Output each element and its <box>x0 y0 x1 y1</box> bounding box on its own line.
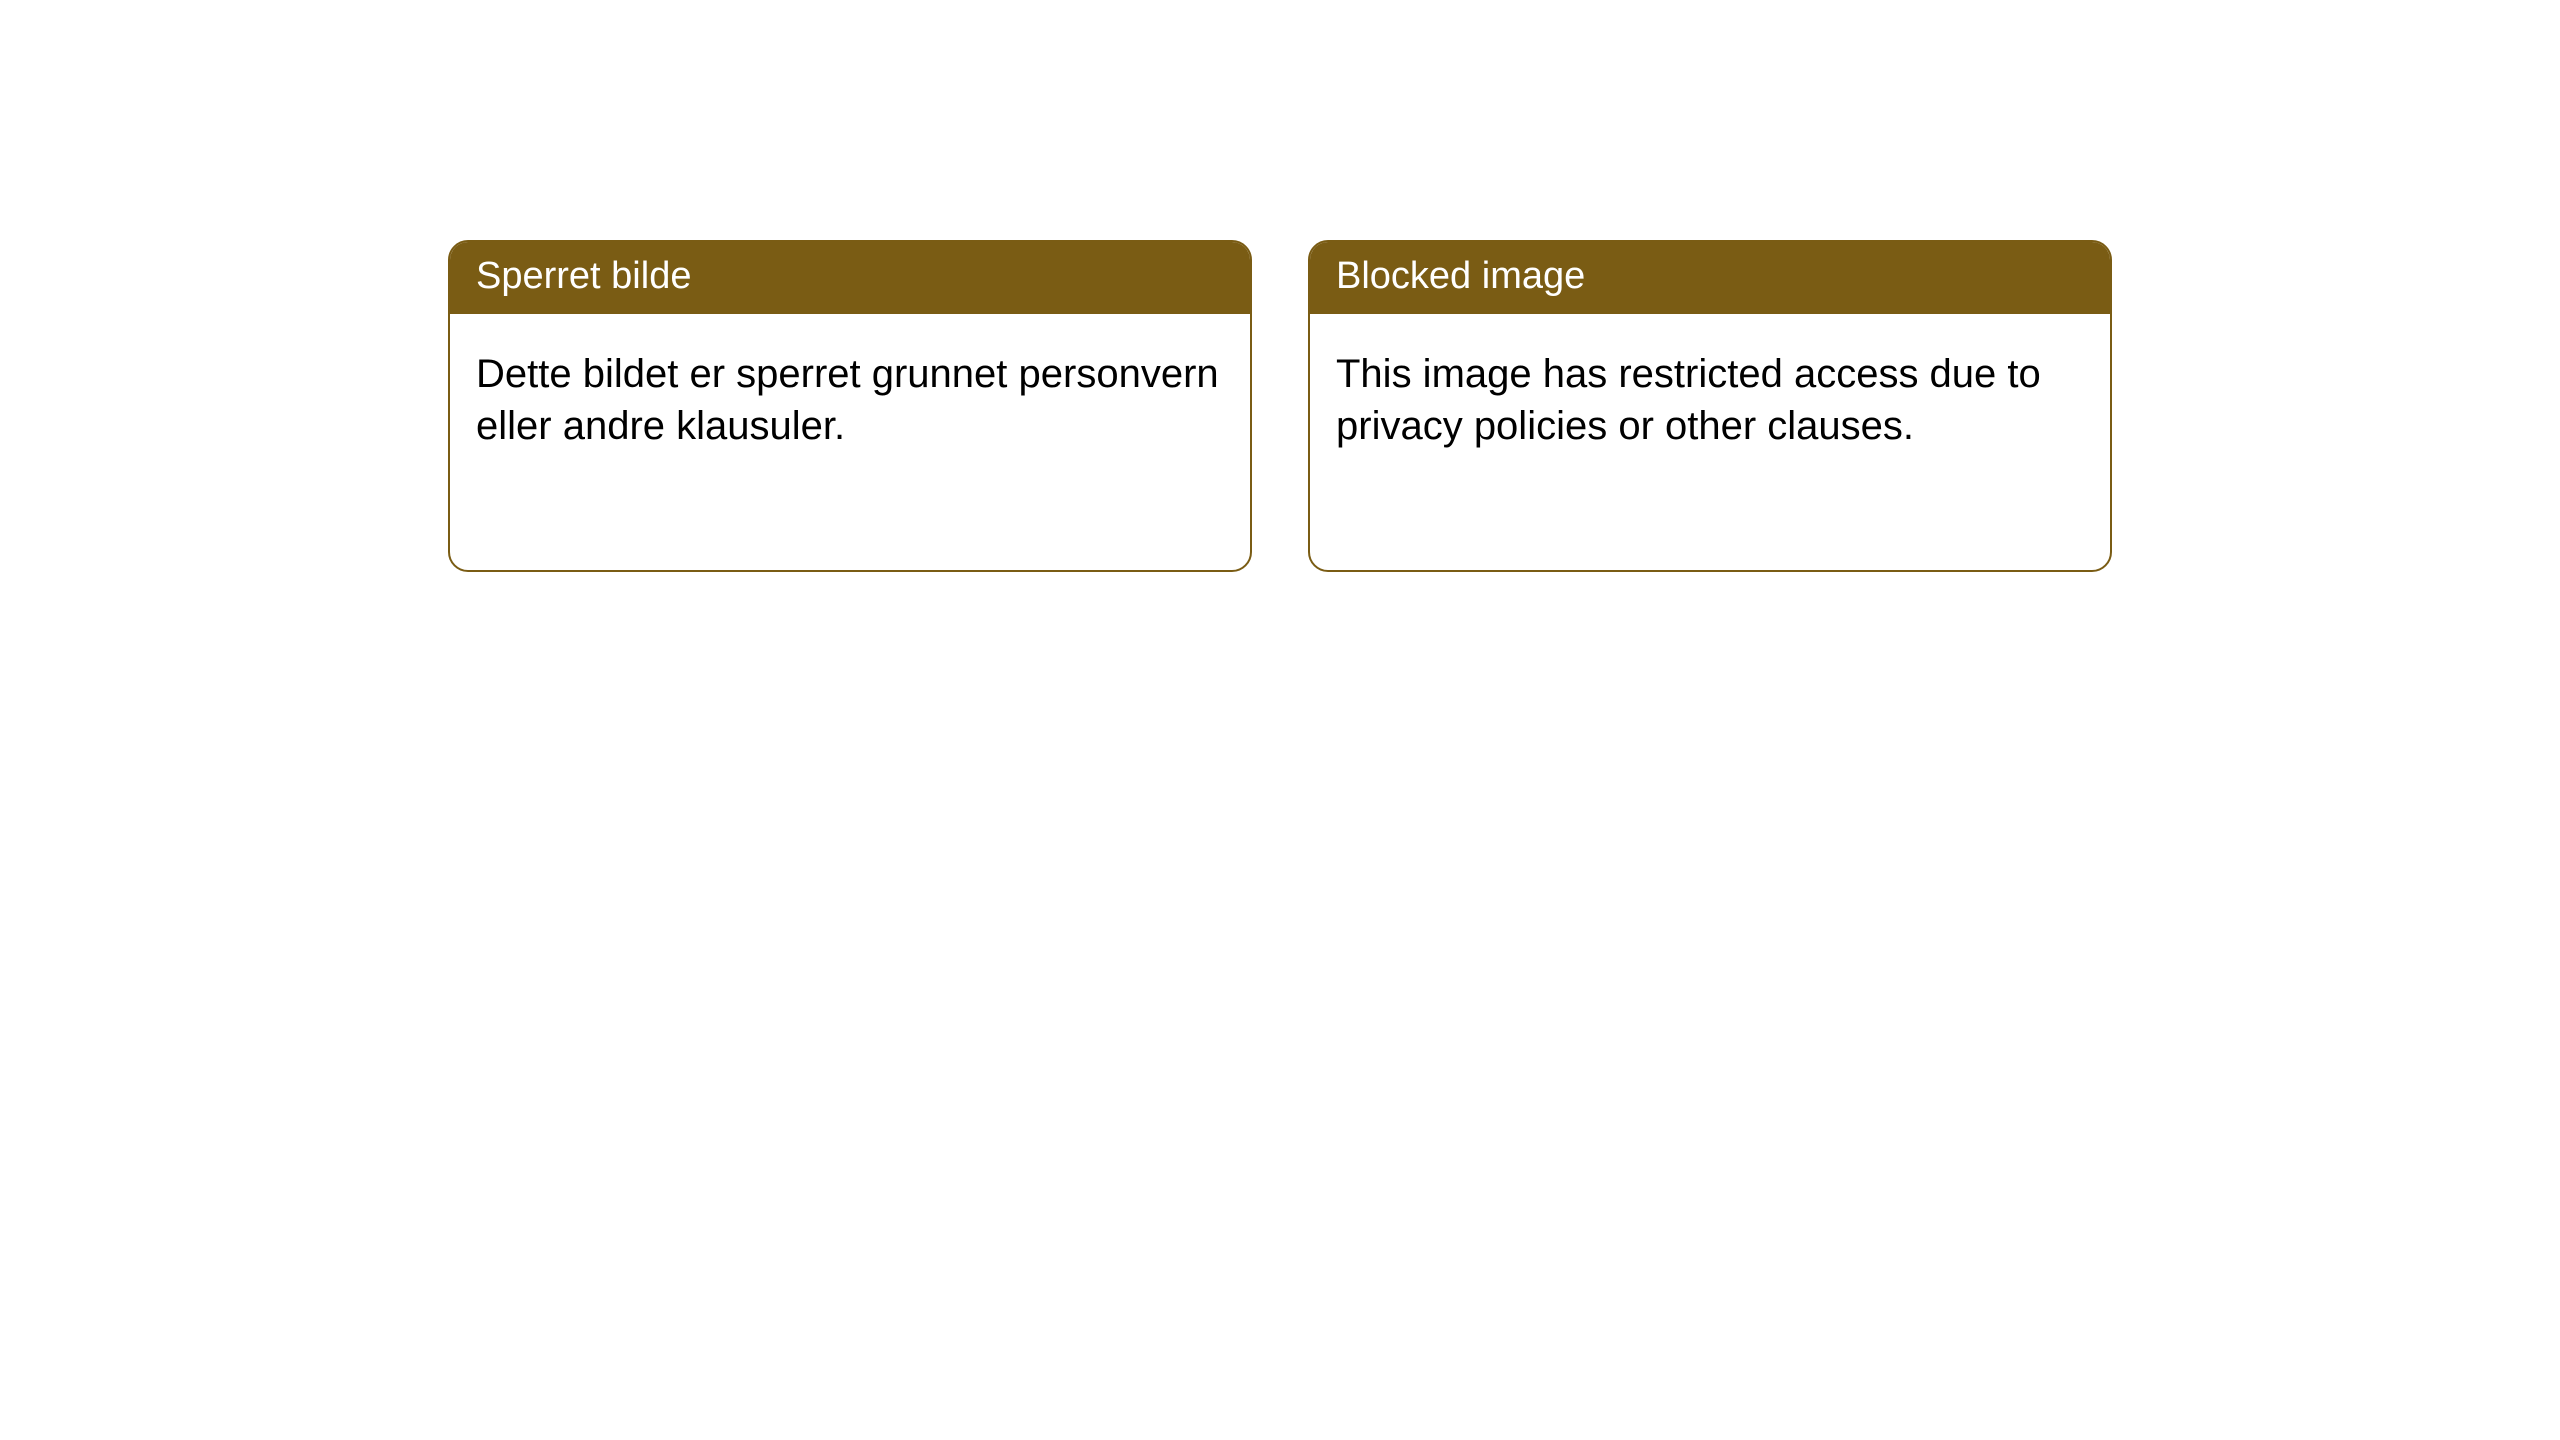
card-body-no: Dette bildet er sperret grunnet personve… <box>450 314 1250 488</box>
notice-cards-container: Sperret bilde Dette bildet er sperret gr… <box>448 240 2112 572</box>
card-title-no: Sperret bilde <box>450 242 1250 314</box>
notice-card-english: Blocked image This image has restricted … <box>1308 240 2112 572</box>
card-body-en: This image has restricted access due to … <box>1310 314 2110 488</box>
notice-card-norwegian: Sperret bilde Dette bildet er sperret gr… <box>448 240 1252 572</box>
card-title-en: Blocked image <box>1310 242 2110 314</box>
